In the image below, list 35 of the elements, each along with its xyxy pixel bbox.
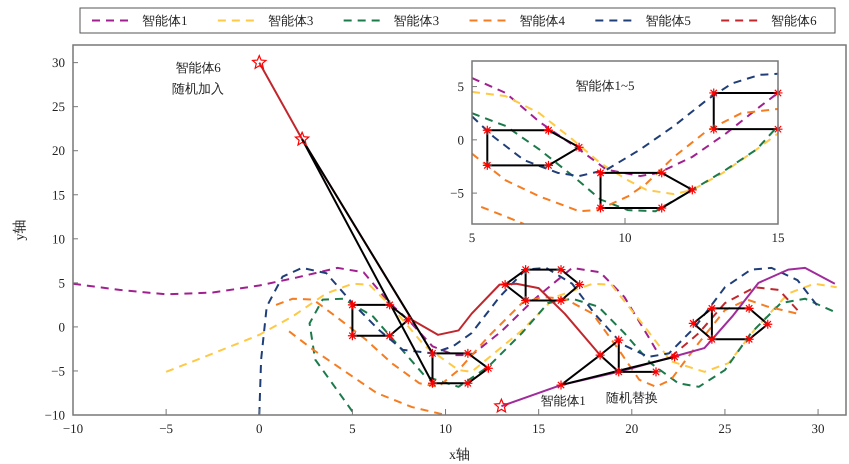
x-tick-label: 10 <box>618 230 632 245</box>
x-tick-label: 15 <box>772 230 784 245</box>
legend-label: 智能体1 <box>142 13 188 28</box>
x-tick-label: −5 <box>159 421 174 436</box>
x-tick-label: 0 <box>256 421 263 436</box>
legend-label: 智能体5 <box>645 13 691 28</box>
annotation: 随机加入 <box>172 81 224 96</box>
annotation: 智能体6 <box>175 60 222 75</box>
y-tick-label: 5 <box>58 275 65 290</box>
legend-label: 智能体4 <box>520 13 566 28</box>
x-tick-label: 30 <box>812 421 825 436</box>
y-axis-title: y轴 <box>12 220 28 240</box>
x-tick-label: 5 <box>468 230 476 245</box>
legend-label: 智能体6 <box>771 13 818 28</box>
y-tick-label: −5 <box>450 186 464 201</box>
annotation: 随机替换 <box>606 390 658 405</box>
legend-label: 智能体3 <box>268 13 314 28</box>
y-tick-label: 25 <box>52 99 65 114</box>
x-tick-label: 25 <box>718 421 732 436</box>
y-tick-label: −5 <box>51 363 65 378</box>
y-tick-label: 0 <box>58 319 65 334</box>
y-tick-label: −10 <box>44 408 65 422</box>
annotation: 智能体1 <box>540 393 586 408</box>
x-tick-label: 5 <box>349 421 356 436</box>
y-tick-label: 20 <box>52 143 65 158</box>
x-tick-label: 15 <box>532 421 546 436</box>
y-tick-label: 0 <box>458 132 464 148</box>
y-tick-label: 30 <box>52 55 65 70</box>
y-tick-label: 5 <box>458 79 464 94</box>
x-tick-label: 10 <box>439 421 452 436</box>
x-axis-title: x轴 <box>449 447 470 463</box>
annotation: 智能体1~5 <box>575 78 635 93</box>
y-tick-label: 15 <box>52 187 65 202</box>
legend-label: 智能体3 <box>394 13 440 28</box>
x-tick-label: 20 <box>625 421 638 436</box>
